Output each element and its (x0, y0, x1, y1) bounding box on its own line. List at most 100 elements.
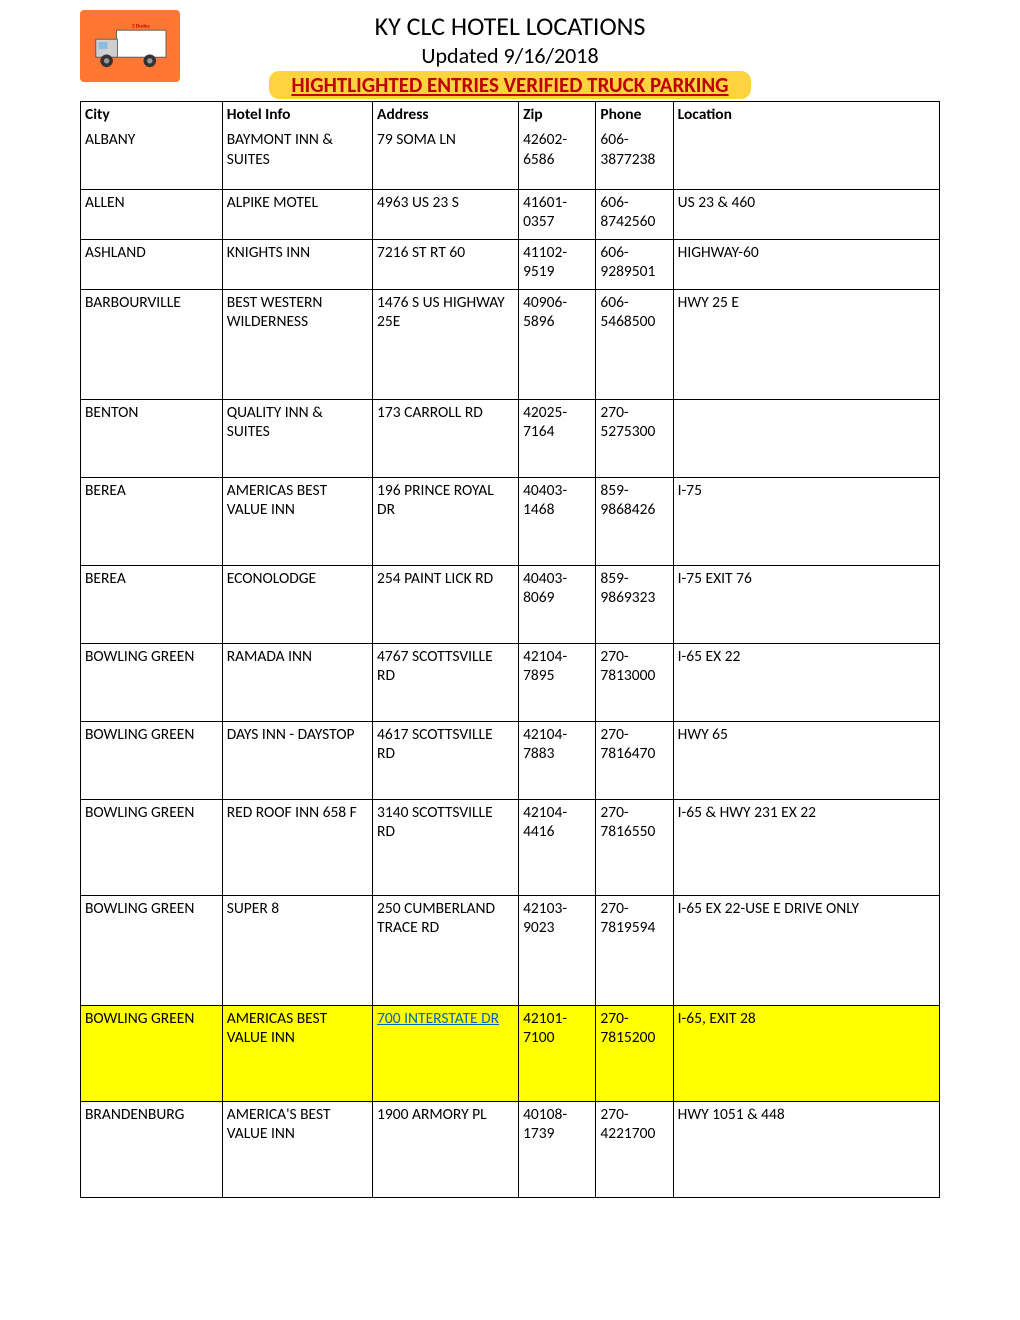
cell-address: 1476 S US HIGHWAY 25E (373, 289, 519, 399)
col-address: Address (373, 102, 519, 128)
cell-phone: 270-4221700 (596, 1101, 673, 1197)
table-header-row: City Hotel Info Address Zip Phone Locati… (81, 102, 940, 128)
cell-city: BOWLING GREEN (81, 895, 223, 1005)
cell-location: I-75 (673, 477, 939, 565)
cell-zip: 40403-8069 (519, 565, 596, 643)
page-title: KY CLC HOTEL LOCATIONS (80, 10, 940, 42)
truck-logo-icon: 2 Dudes (80, 10, 180, 82)
cell-zip: 42104-4416 (519, 799, 596, 895)
cell-hotel: AMERICAS BEST VALUE INN (222, 1005, 372, 1101)
cell-phone: 270-7819594 (596, 895, 673, 1005)
cell-hotel: SUPER 8 (222, 895, 372, 1005)
cell-hotel: AMERICA'S BEST VALUE INN (222, 1101, 372, 1197)
cell-address: 700 INTERSTATE DR (373, 1005, 519, 1101)
cell-location: US 23 & 460 (673, 189, 939, 239)
cell-location: HIGHWAY-60 (673, 239, 939, 289)
cell-address: 196 PRINCE ROYAL DR (373, 477, 519, 565)
cell-location: I-65 EX 22-USE E DRIVE ONLY (673, 895, 939, 1005)
highlight-banner: HIGHTLIGHTED ENTRIES VERIFIED TRUCK PARK… (269, 71, 750, 99)
cell-hotel: BAYMONT INN & SUITES (222, 127, 372, 189)
table-row: BOWLING GREENDAYS INN - DAYSTOP4617 SCOT… (81, 721, 940, 799)
cell-location: HWY 65 (673, 721, 939, 799)
table-row: BOWLING GREENRED ROOF INN 658 F3140 SCOT… (81, 799, 940, 895)
cell-city: BOWLING GREEN (81, 721, 223, 799)
cell-location: I-65 & HWY 231 EX 22 (673, 799, 939, 895)
cell-phone: 606-5468500 (596, 289, 673, 399)
cell-address: 4617 SCOTTSVILLE RD (373, 721, 519, 799)
table-row: BOWLING GREENRAMADA INN4767 SCOTTSVILLE … (81, 643, 940, 721)
table-row: BRANDENBURGAMERICA'S BEST VALUE INN1900 … (81, 1101, 940, 1197)
cell-address: 1900 ARMORY PL (373, 1101, 519, 1197)
svg-text:2 Dudes: 2 Dudes (132, 23, 150, 29)
cell-hotel: BEST WESTERN WILDERNESS (222, 289, 372, 399)
cell-hotel: RAMADA INN (222, 643, 372, 721)
cell-hotel: KNIGHTS INN (222, 239, 372, 289)
cell-location: I-75 EXIT 76 (673, 565, 939, 643)
cell-city: ASHLAND (81, 239, 223, 289)
cell-zip: 41601-0357 (519, 189, 596, 239)
cell-phone: 270-7816550 (596, 799, 673, 895)
cell-city: BOWLING GREEN (81, 643, 223, 721)
cell-location: HWY 25 E (673, 289, 939, 399)
cell-address: 3140 SCOTTSVILLE RD (373, 799, 519, 895)
cell-address: 254 PAINT LICK RD (373, 565, 519, 643)
table-row: ASHLANDKNIGHTS INN7216 ST RT 6041102-951… (81, 239, 940, 289)
cell-zip: 42104-7895 (519, 643, 596, 721)
cell-address: 4963 US 23 S (373, 189, 519, 239)
cell-address: 173 CARROLL RD (373, 399, 519, 477)
table-row: BOWLING GREENAMERICAS BEST VALUE INN 700 … (81, 1005, 940, 1101)
cell-address: 250 CUMBERLAND TRACE RD (373, 895, 519, 1005)
cell-zip: 42104-7883 (519, 721, 596, 799)
cell-location: I-65 EX 22 (673, 643, 939, 721)
cell-zip: 40906-5896 (519, 289, 596, 399)
cell-phone: 859-9869323 (596, 565, 673, 643)
highlight-banner-text: HIGHTLIGHTED ENTRIES VERIFIED TRUCK PARK… (291, 72, 728, 98)
document-header: 2 Dudes KY CLC HOTEL LOCATIONS Updated 9… (80, 10, 940, 99)
col-location: Location (673, 102, 939, 128)
table-row: BEREAAMERICAS BEST VALUE INN196 PRINCE R… (81, 477, 940, 565)
cell-phone: 270-5275300 (596, 399, 673, 477)
address-link[interactable]: 700 INTERSTATE DR (377, 1009, 499, 1028)
table-row: BENTONQUALITY INN & SUITES173 CARROLL RD… (81, 399, 940, 477)
table-row: BOWLING GREENSUPER 8250 CUMBERLAND TRACE… (81, 895, 940, 1005)
cell-zip: 42025-7164 (519, 399, 596, 477)
cell-zip: 42101-7100 (519, 1005, 596, 1101)
cell-hotel: RED ROOF INN 658 F (222, 799, 372, 895)
col-hotel: Hotel Info (222, 102, 372, 128)
cell-city: BRANDENBURG (81, 1101, 223, 1197)
cell-hotel: ECONOLODGE (222, 565, 372, 643)
cell-hotel: QUALITY INN & SUITES (222, 399, 372, 477)
cell-location (673, 127, 939, 189)
cell-phone: 270-7815200 (596, 1005, 673, 1101)
table-row: ALBANYBAYMONT INN & SUITES79 SOMA LN4260… (81, 127, 940, 189)
cell-location: I-65, EXIT 28 (673, 1005, 939, 1101)
cell-zip: 40403-1468 (519, 477, 596, 565)
cell-city: BOWLING GREEN (81, 799, 223, 895)
cell-phone: 859-9868426 (596, 477, 673, 565)
cell-city: BARBOURVILLE (81, 289, 223, 399)
cell-city: BEREA (81, 477, 223, 565)
cell-city: BENTON (81, 399, 223, 477)
cell-hotel: AMERICAS BEST VALUE INN (222, 477, 372, 565)
cell-hotel: DAYS INN - DAYSTOP (222, 721, 372, 799)
cell-phone: 606-8742560 (596, 189, 673, 239)
col-zip: Zip (519, 102, 596, 128)
cell-hotel: ALPIKE MOTEL (222, 189, 372, 239)
table-row: ALLENALPIKE MOTEL4963 US 23 S41601-03576… (81, 189, 940, 239)
cell-city: BOWLING GREEN (81, 1005, 223, 1101)
cell-phone: 606-9289501 (596, 239, 673, 289)
cell-city: ALBANY (81, 127, 223, 189)
col-city: City (81, 102, 223, 128)
cell-address: 7216 ST RT 60 (373, 239, 519, 289)
cell-city: ALLEN (81, 189, 223, 239)
table-row: BARBOURVILLEBEST WESTERN WILDERNESS1476 … (81, 289, 940, 399)
cell-zip: 40108-1739 (519, 1101, 596, 1197)
table-row: BEREAECONOLODGE254 PAINT LICK RD40403-80… (81, 565, 940, 643)
cell-address: 79 SOMA LN (373, 127, 519, 189)
cell-phone: 270-7816470 (596, 721, 673, 799)
cell-zip: 42103-9023 (519, 895, 596, 1005)
page-subtitle: Updated 9/16/2018 (80, 42, 940, 69)
cell-zip: 42602-6586 (519, 127, 596, 189)
hotel-table: City Hotel Info Address Zip Phone Locati… (80, 101, 940, 1198)
cell-city: BEREA (81, 565, 223, 643)
